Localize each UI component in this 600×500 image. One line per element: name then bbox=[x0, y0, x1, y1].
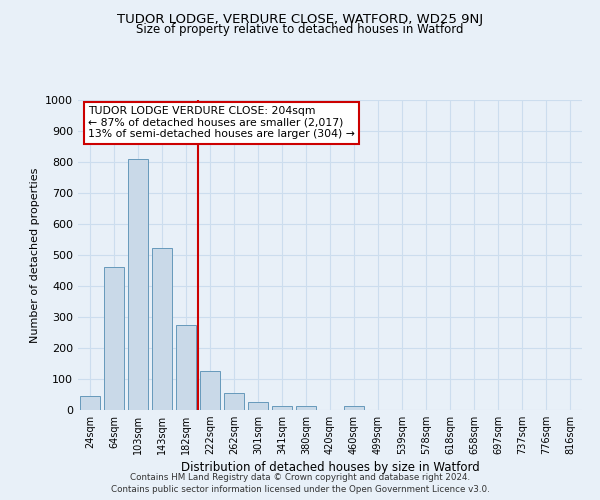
Text: Contains HM Land Registry data © Crown copyright and database right 2024.: Contains HM Land Registry data © Crown c… bbox=[130, 474, 470, 482]
Bar bbox=[248, 402, 268, 410]
Bar bbox=[152, 248, 172, 410]
Bar bbox=[128, 159, 148, 410]
Bar bbox=[200, 371, 220, 410]
Text: TUDOR LODGE VERDURE CLOSE: 204sqm
← 87% of detached houses are smaller (2,017)
1: TUDOR LODGE VERDURE CLOSE: 204sqm ← 87% … bbox=[88, 106, 355, 140]
Y-axis label: Number of detached properties: Number of detached properties bbox=[29, 168, 40, 342]
Bar bbox=[272, 406, 292, 410]
X-axis label: Distribution of detached houses by size in Watford: Distribution of detached houses by size … bbox=[181, 462, 479, 474]
Bar bbox=[296, 406, 316, 410]
Bar bbox=[344, 406, 364, 410]
Text: TUDOR LODGE, VERDURE CLOSE, WATFORD, WD25 9NJ: TUDOR LODGE, VERDURE CLOSE, WATFORD, WD2… bbox=[117, 12, 483, 26]
Bar bbox=[80, 396, 100, 410]
Text: Contains public sector information licensed under the Open Government Licence v3: Contains public sector information licen… bbox=[110, 485, 490, 494]
Bar bbox=[224, 393, 244, 410]
Text: Size of property relative to detached houses in Watford: Size of property relative to detached ho… bbox=[136, 24, 464, 36]
Bar bbox=[176, 325, 196, 410]
Bar bbox=[104, 268, 124, 410]
